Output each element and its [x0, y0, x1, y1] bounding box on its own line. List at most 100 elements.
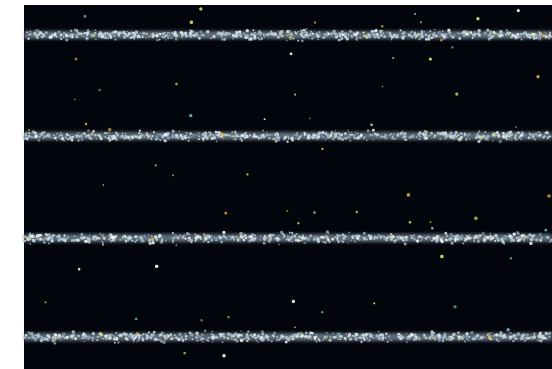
speck [114, 38, 116, 40]
speck [531, 136, 533, 138]
speck [86, 336, 88, 338]
speck [210, 135, 212, 137]
speck [51, 137, 52, 138]
speck [129, 139, 131, 141]
speck [155, 164, 157, 166]
speck [344, 132, 347, 135]
speck [485, 237, 486, 238]
speck [147, 135, 149, 137]
speck [468, 340, 470, 342]
speck [510, 32, 512, 34]
speck [234, 338, 236, 340]
speck [514, 35, 517, 38]
speck [454, 238, 457, 241]
speck [464, 340, 466, 342]
speck [416, 239, 419, 242]
speck [40, 133, 43, 136]
speck [417, 33, 419, 35]
speck [45, 135, 47, 137]
speck [87, 129, 90, 132]
speck [407, 193, 411, 197]
speck [160, 334, 161, 335]
speck [114, 336, 116, 338]
speck [492, 31, 495, 34]
speck [233, 136, 235, 138]
speck [181, 336, 183, 338]
speck [76, 137, 78, 139]
speck [435, 240, 438, 243]
speck [432, 34, 434, 36]
speck [427, 37, 430, 40]
speck [70, 136, 73, 139]
speck [91, 337, 93, 339]
speck [143, 137, 145, 139]
speck [113, 135, 116, 138]
speck [41, 33, 42, 34]
speck [311, 38, 313, 40]
speck [545, 32, 546, 33]
speck [80, 234, 82, 236]
speck [70, 241, 71, 242]
speck [70, 335, 73, 338]
speck [484, 235, 485, 236]
speck [62, 335, 64, 337]
speck [295, 134, 298, 137]
speck [124, 33, 126, 35]
speck [441, 133, 444, 136]
speck [421, 236, 424, 239]
speck [332, 138, 335, 141]
speck [319, 31, 321, 33]
speck [350, 338, 352, 340]
speck [366, 140, 367, 141]
speck [486, 236, 489, 239]
speck [82, 132, 83, 133]
speck [249, 135, 251, 137]
speck [95, 29, 97, 31]
speck [128, 32, 131, 35]
speck [520, 33, 522, 35]
speck [477, 237, 479, 239]
speck [519, 35, 522, 38]
speck [195, 34, 198, 37]
speck [164, 140, 167, 143]
speck [374, 34, 377, 37]
speck [60, 38, 62, 40]
speck [429, 135, 431, 137]
image [0, 0, 552, 369]
speck [299, 336, 300, 337]
speck [255, 34, 256, 35]
speck [443, 237, 445, 239]
speck [175, 134, 178, 137]
speck [329, 339, 332, 342]
speck [125, 133, 127, 135]
speck [237, 335, 240, 338]
speck [31, 136, 33, 138]
speck [223, 137, 225, 139]
speck [99, 233, 101, 235]
speck [464, 240, 466, 242]
speck [223, 336, 226, 339]
speck [472, 37, 474, 39]
speck [202, 140, 204, 142]
speck [122, 132, 124, 134]
speck [240, 339, 243, 342]
speck [135, 235, 138, 238]
speck [440, 134, 442, 136]
speck [326, 31, 328, 33]
speck [74, 135, 75, 136]
speck [231, 135, 233, 137]
speck [472, 34, 473, 35]
speck [66, 138, 68, 140]
speck [207, 235, 210, 238]
speck [30, 332, 33, 335]
speck [292, 35, 293, 36]
speck [338, 333, 341, 336]
speck [451, 46, 453, 48]
speck [45, 233, 48, 236]
speck [305, 236, 306, 237]
speck [273, 335, 275, 337]
speck [60, 33, 62, 35]
speck [127, 239, 129, 241]
speck [182, 339, 184, 341]
speck [224, 212, 227, 215]
